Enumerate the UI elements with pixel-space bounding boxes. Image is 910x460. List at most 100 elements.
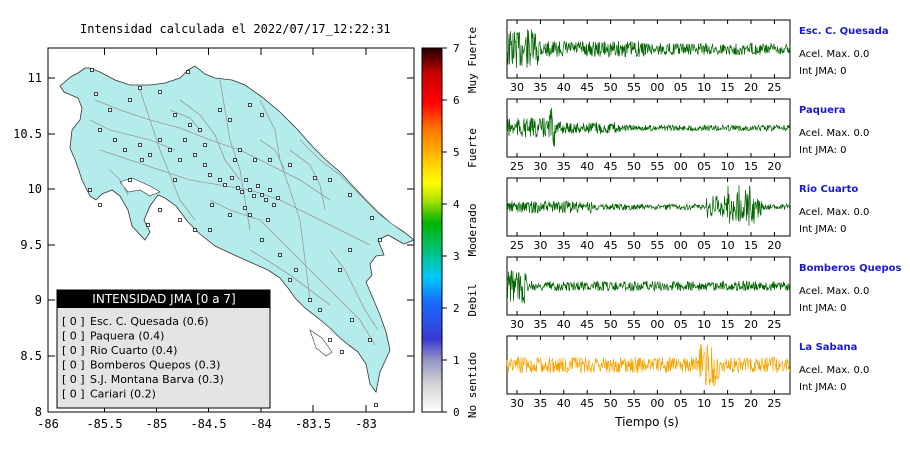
station-marker[interactable]	[260, 193, 264, 197]
land-mass	[59, 65, 415, 393]
station-marker[interactable]	[113, 138, 117, 142]
station-marker[interactable]	[243, 206, 247, 210]
station-marker[interactable]	[148, 153, 152, 157]
intensity-legend: INTENSIDAD JMA [0 a 7] [ 0 ] Esc. C. Ques…	[56, 289, 271, 409]
waveform-tick-label: 10	[697, 397, 711, 410]
station-marker[interactable]	[238, 148, 242, 152]
station-marker[interactable]	[348, 248, 352, 252]
station-marker[interactable]	[260, 238, 264, 242]
station-marker[interactable]	[328, 338, 332, 342]
station-marker[interactable]	[260, 113, 264, 117]
station-marker[interactable]	[374, 403, 378, 407]
waveform-tick-label: 25	[767, 397, 781, 410]
station-marker[interactable]	[90, 68, 94, 72]
waveform-tick-label: 25	[767, 81, 781, 94]
station-marker[interactable]	[138, 86, 142, 90]
station-marker[interactable]	[178, 218, 182, 222]
waveform-tick-label: 00	[650, 81, 664, 94]
station-marker[interactable]	[248, 188, 252, 192]
station-intensity: Int JMA: 0	[799, 382, 847, 393]
station-marker[interactable]	[158, 90, 162, 94]
map-x-tick-label: -83	[355, 417, 377, 431]
station-marker[interactable]	[268, 188, 272, 192]
station-marker[interactable]	[138, 143, 142, 147]
station-marker[interactable]	[208, 228, 212, 232]
station-marker[interactable]	[186, 70, 190, 74]
colorbar-tick-label: 6	[453, 94, 460, 107]
station-marker[interactable]	[338, 268, 342, 272]
station-marker[interactable]	[168, 148, 172, 152]
station-marker[interactable]	[203, 163, 207, 167]
waveform-tick-label: 20	[744, 81, 758, 94]
waveform-tick-label: 40	[580, 160, 594, 173]
station-marker[interactable]	[123, 148, 127, 152]
waveform-tick-label: 25	[767, 318, 781, 331]
station-marker[interactable]	[230, 176, 234, 180]
station-marker[interactable]	[350, 318, 354, 322]
station-marker[interactable]	[378, 238, 382, 242]
station-marker[interactable]	[288, 278, 292, 282]
station-marker[interactable]	[268, 158, 272, 162]
station-marker[interactable]	[328, 178, 332, 182]
station-marker[interactable]	[228, 213, 232, 217]
station-marker[interactable]	[94, 92, 98, 96]
station-marker[interactable]	[183, 138, 187, 142]
station-marker[interactable]	[193, 153, 197, 157]
station-marker[interactable]	[203, 143, 207, 147]
station-marker[interactable]	[253, 158, 257, 162]
station-marker[interactable]	[158, 208, 162, 212]
station-marker[interactable]	[266, 218, 270, 222]
station-marker[interactable]	[294, 268, 298, 272]
waveform-trace	[506, 107, 791, 147]
station-marker[interactable]	[210, 203, 214, 207]
legend-row-label: S.J. Montana Barva (0.3)	[90, 373, 224, 386]
station-marker[interactable]	[188, 123, 192, 127]
map-y-tick-label: 8	[35, 405, 42, 419]
station-marker[interactable]	[140, 158, 144, 162]
station-marker[interactable]	[256, 184, 260, 188]
station-marker[interactable]	[278, 253, 282, 257]
station-marker[interactable]	[98, 128, 102, 132]
station-marker[interactable]	[240, 190, 244, 194]
station-marker[interactable]	[340, 350, 344, 354]
station-marker[interactable]	[264, 198, 268, 202]
station-marker[interactable]	[146, 223, 150, 227]
station-marker[interactable]	[252, 194, 256, 198]
station-marker[interactable]	[248, 103, 252, 107]
station-marker[interactable]	[173, 113, 177, 117]
station-marker[interactable]	[218, 108, 222, 112]
station-marker[interactable]	[193, 228, 197, 232]
station-marker[interactable]	[236, 186, 240, 190]
station-intensity: Int JMA: 0	[799, 66, 847, 77]
station-marker[interactable]	[223, 183, 227, 187]
station-marker[interactable]	[272, 203, 276, 207]
station-accel: Acel. Max. 0.0	[799, 128, 869, 139]
station-marker[interactable]	[313, 176, 317, 180]
station-marker[interactable]	[348, 193, 352, 197]
station-marker[interactable]	[128, 98, 132, 102]
station-marker[interactable]	[308, 298, 312, 302]
station-marker[interactable]	[276, 196, 280, 200]
station-marker[interactable]	[178, 158, 182, 162]
waveform-tick-label: 15	[721, 81, 735, 94]
station-marker[interactable]	[228, 118, 232, 122]
legend-row-label: Cariari (0.2)	[90, 388, 156, 401]
station-marker[interactable]	[173, 178, 177, 182]
station-marker[interactable]	[108, 108, 112, 112]
map-y-tick-label: 8.5	[20, 349, 42, 363]
station-marker[interactable]	[158, 138, 162, 142]
station-marker[interactable]	[233, 158, 237, 162]
station-marker[interactable]	[318, 308, 322, 312]
station-marker[interactable]	[218, 178, 222, 182]
station-marker[interactable]	[128, 178, 132, 182]
station-marker[interactable]	[368, 338, 372, 342]
station-marker[interactable]	[244, 178, 248, 182]
station-marker[interactable]	[198, 128, 202, 132]
station-marker[interactable]	[248, 213, 252, 217]
station-marker[interactable]	[370, 216, 374, 220]
legend-row-label: Rio Cuarto (0.4)	[90, 344, 177, 357]
station-marker[interactable]	[88, 188, 92, 192]
station-marker[interactable]	[288, 163, 292, 167]
station-marker[interactable]	[98, 203, 102, 207]
station-marker[interactable]	[208, 173, 212, 177]
